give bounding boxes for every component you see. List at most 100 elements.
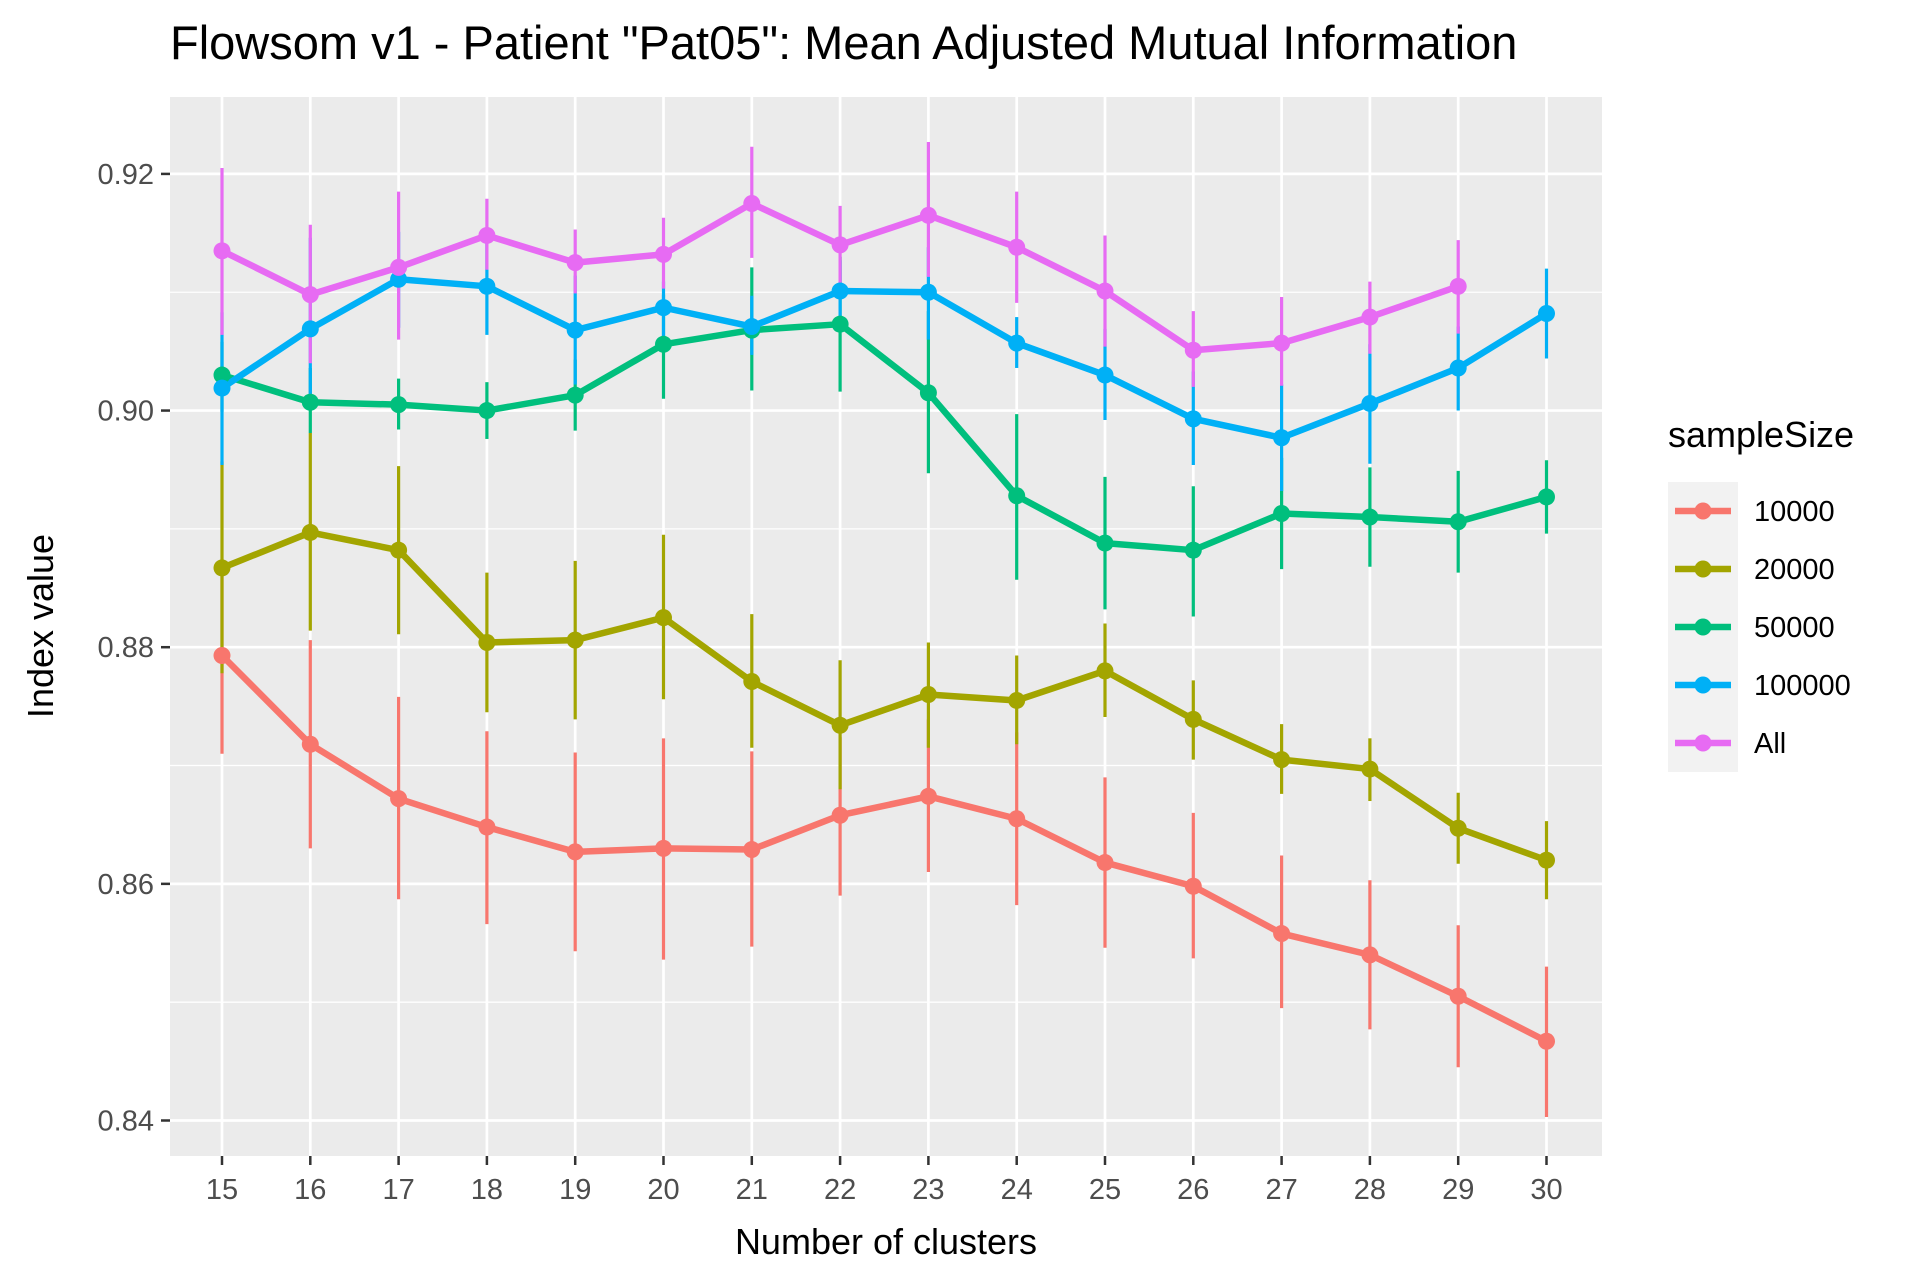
data-point (301, 320, 319, 338)
data-point (1449, 277, 1467, 295)
data-point (743, 673, 761, 691)
data-point (301, 393, 319, 411)
legend-point (1694, 560, 1712, 578)
data-point (1361, 760, 1379, 778)
data-point (478, 226, 496, 244)
data-point (1361, 394, 1379, 412)
data-point (743, 194, 761, 212)
data-point (301, 286, 319, 304)
data-point (1538, 1032, 1555, 1050)
data-point (1008, 691, 1026, 709)
x-tick-label: 30 (1530, 1174, 1562, 1206)
legend-point (1694, 618, 1712, 636)
x-tick-label: 17 (382, 1174, 414, 1206)
data-point (655, 335, 672, 353)
x-tick-label: 29 (1442, 1174, 1474, 1206)
y-axis-title: Index value (20, 534, 61, 718)
data-point (566, 321, 584, 339)
data-point (1096, 662, 1114, 680)
data-point (478, 402, 496, 420)
data-point (1096, 366, 1114, 384)
series-points (213, 194, 1555, 1050)
data-point (1008, 487, 1026, 505)
plot-panel (170, 97, 1602, 1156)
y-tick-label: 0.84 (98, 1106, 154, 1138)
data-point (1184, 341, 1202, 359)
data-point (1096, 854, 1114, 872)
x-tick-label: 19 (559, 1174, 591, 1206)
data-point (1184, 877, 1202, 895)
legend-point (1694, 734, 1712, 752)
data-point (478, 277, 496, 295)
data-point (1184, 541, 1202, 559)
data-point (1538, 488, 1555, 506)
data-point (390, 258, 408, 276)
data-point (1273, 751, 1291, 769)
x-tick-label: 15 (206, 1174, 238, 1206)
data-point (390, 790, 408, 808)
data-point (1273, 505, 1291, 523)
legend-point (1694, 502, 1712, 520)
data-point (301, 523, 319, 541)
x-axis-title: Number of clusters (735, 1221, 1037, 1262)
data-point (919, 283, 937, 301)
data-point (1361, 946, 1379, 964)
legend-label: 10000 (1754, 496, 1835, 528)
x-tick-label: 27 (1265, 1174, 1297, 1206)
data-point (1184, 410, 1202, 428)
x-tick-label: 26 (1177, 1174, 1209, 1206)
data-point (566, 254, 584, 272)
data-point (566, 631, 584, 649)
x-tick-label: 25 (1089, 1174, 1121, 1206)
data-point (478, 818, 496, 836)
data-point (1361, 508, 1379, 526)
data-point (1273, 429, 1291, 447)
data-point (831, 282, 849, 300)
x-tick-label: 23 (912, 1174, 944, 1206)
data-point (1538, 305, 1555, 323)
series-line (221, 320, 1548, 554)
x-tick-label: 22 (824, 1174, 856, 1206)
data-point (1096, 534, 1114, 552)
legend-label: 50000 (1754, 612, 1835, 644)
y-tick-label: 0.90 (98, 396, 154, 428)
data-point (743, 841, 761, 859)
data-point (1008, 238, 1026, 256)
data-point (301, 735, 319, 753)
data-point (213, 379, 231, 397)
x-tick-label: 16 (294, 1174, 326, 1206)
x-tick-label: 24 (1001, 1174, 1033, 1206)
y-tick-label: 0.92 (98, 159, 154, 191)
data-point (1449, 819, 1467, 837)
series-line (220, 529, 1548, 864)
x-tick-label: 21 (736, 1174, 768, 1206)
data-point (213, 559, 231, 577)
data-point (1008, 334, 1026, 352)
data-point (390, 270, 408, 288)
legend-label: All (1754, 728, 1786, 760)
data-point (1184, 710, 1202, 728)
data-point (655, 609, 672, 627)
legend-title: sampleSize (1668, 414, 1854, 455)
legend-label: 20000 (1754, 554, 1835, 586)
x-tick-label: 18 (471, 1174, 503, 1206)
legend: sampleSize 10000 20000 50000 100000 All (1668, 414, 1854, 772)
series-line (220, 275, 1549, 442)
data-point (1538, 851, 1555, 869)
data-point (1096, 282, 1114, 300)
data-point (213, 646, 231, 664)
data-point (1449, 513, 1467, 531)
data-point (1449, 987, 1467, 1005)
legend-label: 100000 (1754, 670, 1851, 702)
x-tick-label: 28 (1354, 1174, 1386, 1206)
data-point (831, 315, 849, 333)
data-point (1449, 359, 1467, 377)
data-point (1361, 308, 1379, 326)
data-point (213, 366, 231, 384)
legend-point (1694, 676, 1712, 694)
y-axis: 0.84 0.86 0.88 0.90 0.92 (98, 159, 170, 1138)
data-point (743, 318, 761, 336)
data-point (919, 787, 937, 805)
